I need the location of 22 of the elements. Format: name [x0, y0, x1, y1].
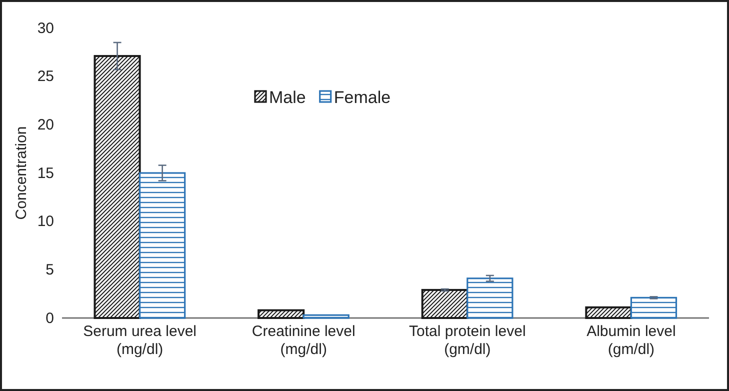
- x-tick-label: Serum urea level (mg/dl): [83, 323, 196, 358]
- bar: [421, 288, 468, 319]
- x-tick-label: Albumin level (gm/dl): [586, 323, 676, 358]
- y-axis-title: Concentration: [13, 126, 30, 220]
- bar: [630, 296, 678, 319]
- y-tick-label: 25: [37, 68, 54, 86]
- bar: [302, 314, 350, 319]
- bar: [585, 306, 632, 319]
- y-tick-label: 5: [46, 261, 54, 278]
- y-tick-label: 30: [37, 20, 54, 37]
- y-tick-label: 20: [37, 116, 54, 134]
- y-tick-label: 10: [37, 213, 54, 230]
- x-tick-label: Total protein level (gm/dl): [409, 323, 526, 358]
- bar: [466, 278, 514, 319]
- y-tick-label: 0: [46, 310, 54, 327]
- y-tick-label: 15: [37, 164, 54, 182]
- bar: [258, 309, 305, 319]
- bar: [139, 172, 186, 319]
- legend-label: Male: [269, 88, 306, 107]
- bar: [94, 55, 141, 319]
- legend-label: Female: [334, 88, 391, 107]
- x-tick-label: Creatinine level (mg/dl): [252, 323, 356, 358]
